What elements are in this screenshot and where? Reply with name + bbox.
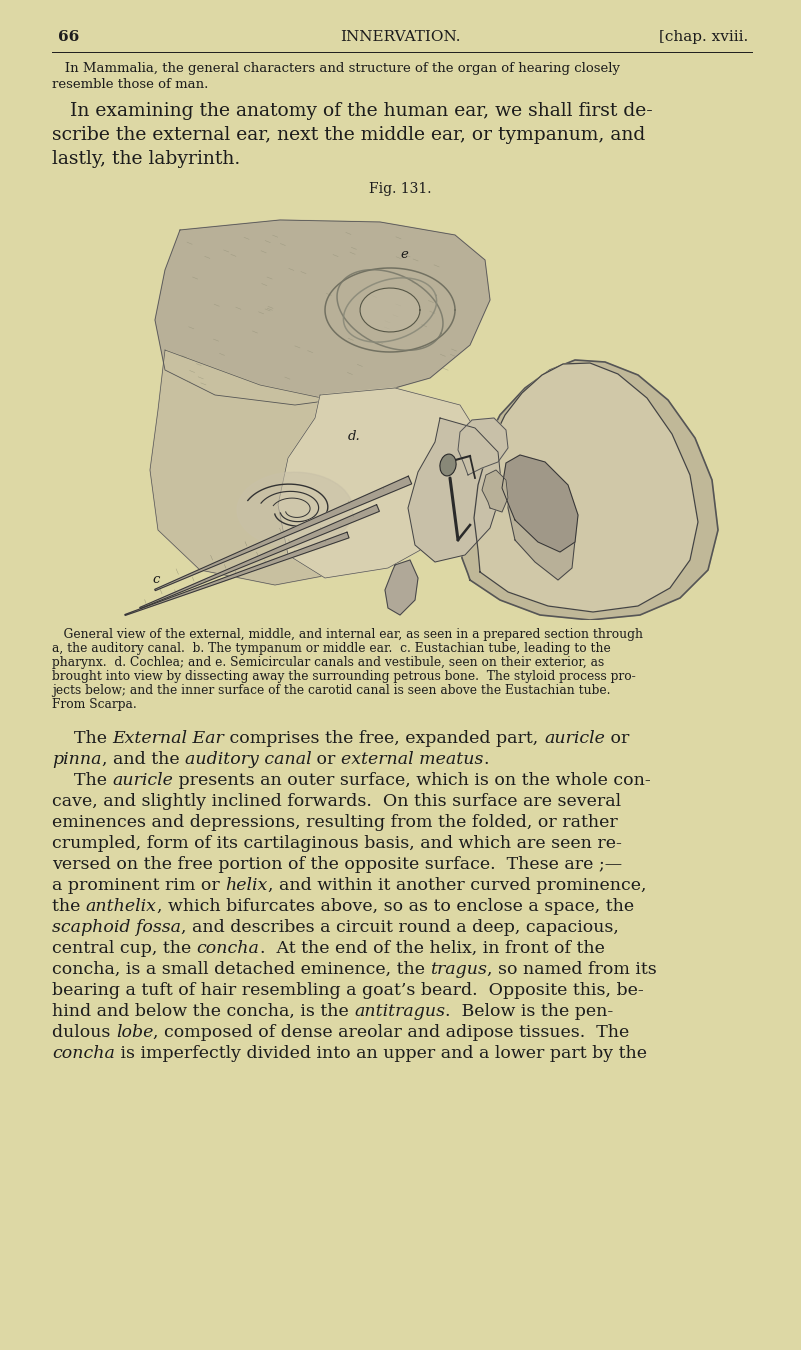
Text: bearing a tuft of hair resembling a goat’s beard.  Opposite this, be-: bearing a tuft of hair resembling a goat… (52, 981, 644, 999)
Text: jects below; and the inner surface of the carotid canal is seen above the Eustac: jects below; and the inner surface of th… (52, 684, 610, 697)
Text: e: e (400, 248, 408, 261)
Polygon shape (508, 468, 575, 580)
Text: auricle: auricle (544, 730, 605, 747)
Text: .  Below is the pen-: . Below is the pen- (445, 1003, 614, 1021)
Text: From Scarpa.: From Scarpa. (52, 698, 137, 711)
Text: d.: d. (348, 431, 360, 443)
Text: hind and below the concha, is the: hind and below the concha, is the (52, 1003, 354, 1021)
Polygon shape (360, 288, 420, 332)
Text: crumpled, form of its cartilaginous basis, and which are seen re-: crumpled, form of its cartilaginous basi… (52, 836, 622, 852)
Text: 66: 66 (58, 30, 79, 45)
Text: concha: concha (52, 1045, 115, 1062)
Text: .: . (484, 751, 489, 768)
Text: tragus: tragus (430, 961, 487, 977)
Text: scribe the external ear, next the middle ear, or tympanum, and: scribe the external ear, next the middle… (52, 126, 646, 144)
Polygon shape (460, 360, 718, 620)
Text: In Mammalia, the general characters and structure of the organ of hearing closel: In Mammalia, the general characters and … (52, 62, 620, 76)
Text: c: c (152, 572, 159, 586)
Polygon shape (139, 505, 380, 609)
Polygon shape (278, 387, 485, 578)
Polygon shape (150, 350, 480, 585)
Text: central cup, the: central cup, the (52, 940, 197, 957)
Text: , and the: , and the (102, 751, 184, 768)
Text: brought into view by dissecting away the surrounding petrous bone.  The styloid : brought into view by dissecting away the… (52, 670, 636, 683)
Text: presents an outer surface, which is on the whole con-: presents an outer surface, which is on t… (173, 772, 651, 788)
Polygon shape (155, 220, 490, 405)
Text: resemble those of man.: resemble those of man. (52, 78, 208, 90)
Text: or: or (605, 730, 630, 747)
Text: lastly, the labyrinth.: lastly, the labyrinth. (52, 150, 240, 167)
Text: pharynx.  d. Cochlea; and e. Semicircular canals and vestibule, seen on their ex: pharynx. d. Cochlea; and e. Semicircular… (52, 656, 604, 670)
Text: pinna: pinna (52, 751, 102, 768)
Text: , which bifurcates above, so as to enclose a space, the: , which bifurcates above, so as to enclo… (157, 898, 634, 915)
Text: versed on the free portion of the opposite surface.  These are ;—: versed on the free portion of the opposi… (52, 856, 622, 873)
Text: dulous: dulous (52, 1025, 116, 1041)
Text: anthelix: anthelix (86, 898, 157, 915)
Text: External Ear: External Ear (112, 730, 224, 747)
Polygon shape (502, 455, 578, 552)
Text: eminences and depressions, resulting from the folded, or rather: eminences and depressions, resulting fro… (52, 814, 618, 832)
Polygon shape (474, 363, 698, 612)
Text: comprises the free, expanded part,: comprises the free, expanded part, (224, 730, 544, 747)
Text: Fig. 131.: Fig. 131. (368, 182, 431, 196)
Text: In examining the anatomy of the human ear, we shall first de-: In examining the anatomy of the human ea… (52, 103, 653, 120)
Text: is imperfectly divided into an upper and a lower part by the: is imperfectly divided into an upper and… (115, 1045, 647, 1062)
Text: concha: concha (197, 940, 260, 957)
Text: , and within it another curved prominence,: , and within it another curved prominenc… (268, 878, 646, 894)
Text: the: the (52, 898, 86, 915)
Text: cave, and slightly inclined forwards.  On this surface are several: cave, and slightly inclined forwards. On… (52, 792, 621, 810)
Text: , so named from its: , so named from its (487, 961, 657, 977)
Text: [chap. xviii.: [chap. xviii. (658, 30, 748, 45)
Text: or: or (312, 751, 341, 768)
Polygon shape (408, 418, 502, 562)
Polygon shape (237, 472, 353, 548)
Text: .  At the end of the helix, in front of the: . At the end of the helix, in front of t… (260, 940, 605, 957)
Text: INNERVATION.: INNERVATION. (340, 30, 461, 45)
Text: General view of the external, middle, and internal ear, as seen in a prepared se: General view of the external, middle, an… (52, 628, 643, 641)
Text: , and describes a circuit round a deep, capacious,: , and describes a circuit round a deep, … (181, 919, 619, 936)
Text: scaphoid fossa: scaphoid fossa (52, 919, 181, 936)
Polygon shape (125, 532, 349, 616)
Text: a, the auditory canal.  b. The tympanum or middle ear.  c. Eustachian tube, lead: a, the auditory canal. b. The tympanum o… (52, 643, 610, 655)
Text: The: The (52, 772, 112, 788)
Ellipse shape (440, 454, 456, 477)
Text: concha, is a small detached eminence, the: concha, is a small detached eminence, th… (52, 961, 430, 977)
Text: a prominent rim or: a prominent rim or (52, 878, 225, 894)
Text: lobe: lobe (116, 1025, 153, 1041)
Text: , composed of dense areolar and adipose tissues.  The: , composed of dense areolar and adipose … (153, 1025, 630, 1041)
Text: The: The (52, 730, 112, 747)
Polygon shape (482, 470, 508, 512)
Text: auricle: auricle (112, 772, 173, 788)
Polygon shape (155, 477, 412, 591)
Polygon shape (458, 418, 508, 475)
Text: auditory canal: auditory canal (184, 751, 312, 768)
Polygon shape (385, 560, 418, 616)
Text: external meatus: external meatus (341, 751, 484, 768)
Text: antitragus: antitragus (354, 1003, 445, 1021)
Text: helix: helix (225, 878, 268, 894)
